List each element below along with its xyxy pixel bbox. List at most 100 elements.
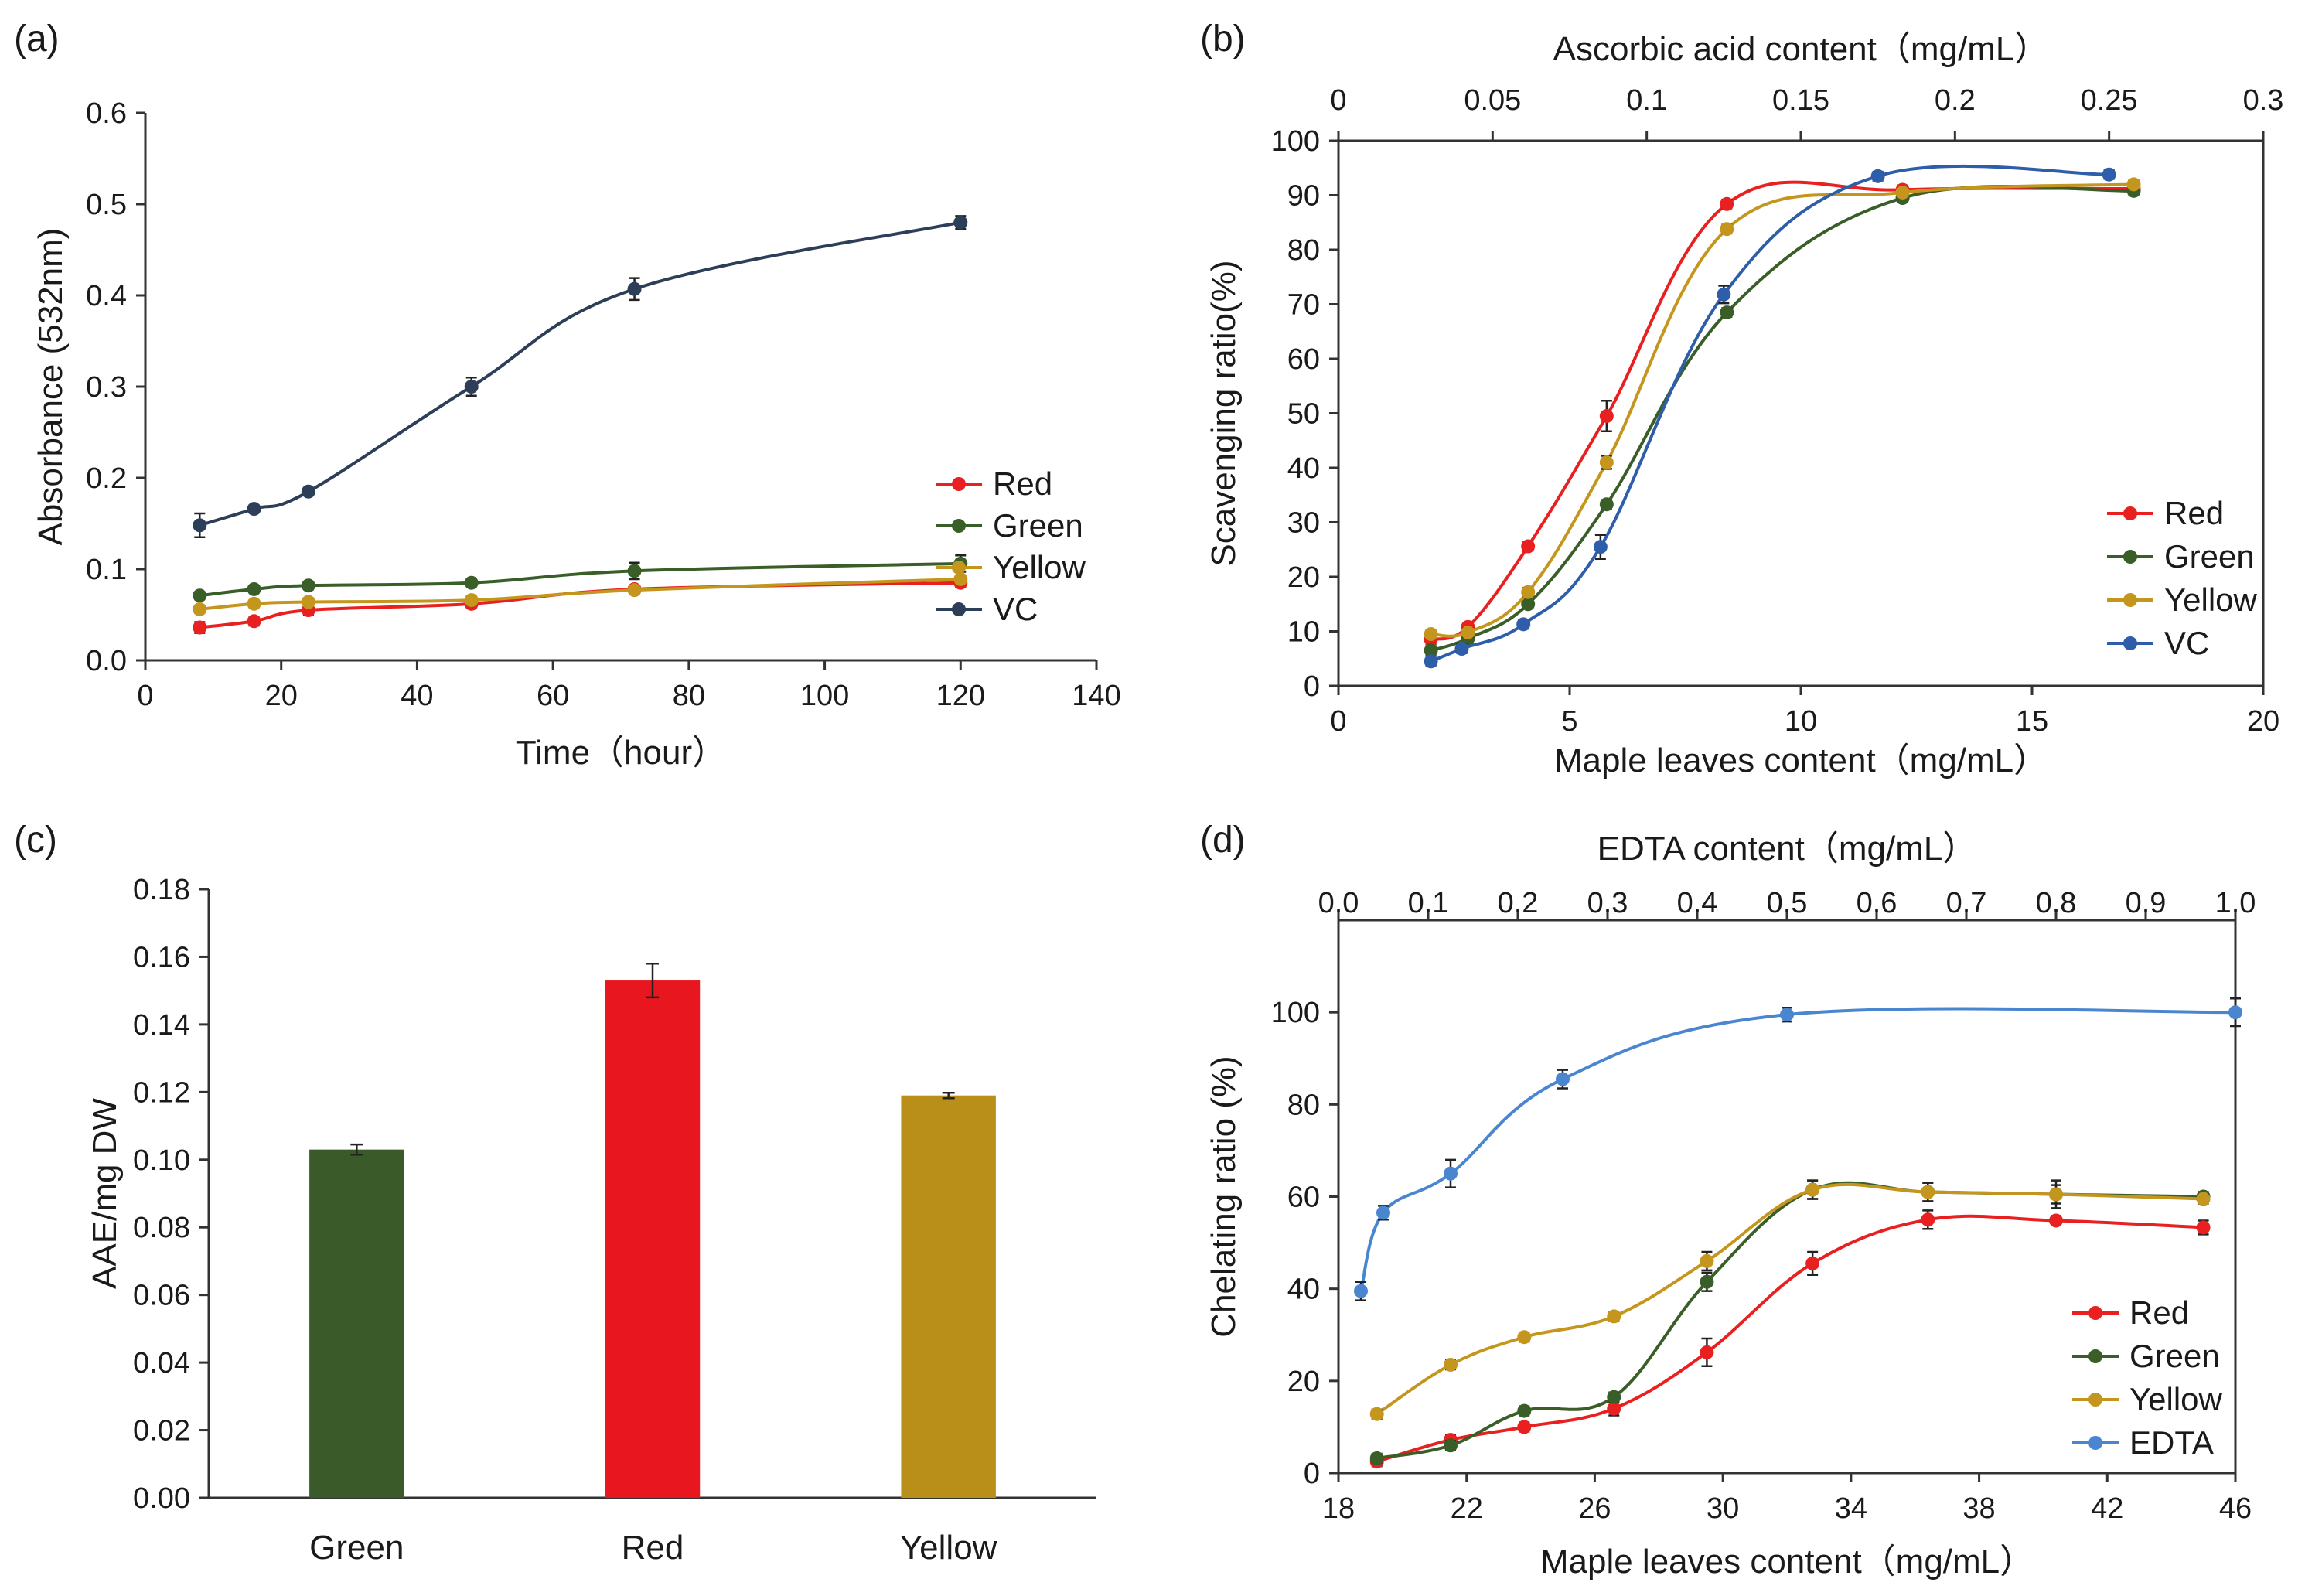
panel-d-series-yellow-point [1517, 1330, 1532, 1345]
panel-d-x-tick-label: 34 [1835, 1492, 1867, 1525]
panel-b-x-tick-label: 0 [1330, 705, 1346, 738]
panel-d-label: (d) [1200, 820, 1246, 861]
panel-b-series-green-point [1599, 497, 1614, 512]
panel-d-series-red-point [2049, 1213, 2063, 1228]
panel-d-x2-tick-label: 0.9 [2126, 887, 2167, 919]
panel-c-y-tick-label: 0.00 [133, 1482, 190, 1515]
panel-a-y-axis-title: Absorbance (532nm) [32, 228, 70, 546]
panel-c-bar-yellow [901, 1095, 996, 1498]
panel-b-series-red-point [1720, 196, 1734, 211]
panel-d-legend-label: Yellow [2129, 1381, 2223, 1417]
panel-a-series-vc-line [199, 220, 961, 527]
panel-d-x-tick-label: 18 [1322, 1492, 1355, 1525]
panel-d-x-tick-label: 30 [1707, 1492, 1739, 1525]
panel-b-y-tick-label: 90 [1287, 180, 1320, 213]
panel-c-y-tick-label: 0.06 [133, 1280, 190, 1312]
panel-b-plot-frame [1337, 139, 2265, 687]
panel-a-y-tick-label: 0.1 [86, 554, 127, 586]
panel-a-label: (a) [14, 19, 60, 60]
panel-c-y-tick-label: 0.04 [133, 1347, 190, 1379]
panel-a-series-vc-point [627, 281, 642, 296]
panel-a-legend-label: VC [993, 591, 1038, 627]
panel-b-x2-tick-label: 0.25 [2081, 84, 2138, 117]
panel-a-legend-label: Yellow [993, 549, 1086, 585]
panel-b-series-vc-point [1593, 540, 1608, 554]
panel-b-y-tick-label: 50 [1287, 398, 1320, 431]
panel-b-series-yellow-point [1461, 625, 1475, 639]
panel-b-series-yellow-point [1895, 185, 1910, 200]
panel-b-x-axis-title: Maple leaves content（mg/mL） [1554, 742, 2048, 779]
panel-d-x2-tick-label: 0.7 [1946, 887, 1987, 919]
panel-a-legend-marker [952, 602, 966, 616]
panel-b-series-vc-point [2102, 167, 2116, 182]
panel-d-series-yellow-point [2196, 1192, 2211, 1206]
panel-d-series-yellow-point [1369, 1407, 1384, 1421]
panel-b-series-yellow-point [1521, 585, 1536, 599]
panel-a-series-green-point [301, 578, 315, 593]
panel-b-series-red-line [1430, 180, 2134, 642]
panel-d-x2-tick-label: 0.2 [1498, 887, 1539, 919]
panel-d-series-yellow-point [1805, 1182, 1820, 1197]
panel-b-x-tick-label: 15 [2016, 705, 2048, 738]
panel-b-series-yellow-line [1430, 182, 2134, 638]
panel-d-series-edta-point [1376, 1206, 1390, 1220]
panel-d-x2-tick-label: 0.3 [1587, 887, 1628, 919]
panel-d-legend-marker [2088, 1393, 2102, 1407]
panel-d-series-edta-point [2228, 1005, 2242, 1020]
panel-b-legend-label: Red [2164, 495, 2224, 531]
panel-a-series-red-point [247, 614, 261, 629]
panel-b-y-tick-label: 30 [1287, 507, 1320, 540]
panel-a-series-vc-point [953, 215, 968, 230]
panel-a-y-tick-label: 0.3 [86, 371, 127, 404]
panel-b-y-tick-label: 100 [1271, 125, 1320, 158]
panel-d-x2-tick-label: 0.4 [1677, 887, 1718, 919]
panel-a-series-yellow-point [953, 571, 968, 586]
panel-b-x2-tick-label: 0.05 [1464, 84, 1521, 117]
panel-d-series-green-point [1517, 1403, 1532, 1418]
panel-d-legend-marker [2088, 1436, 2102, 1450]
panel-d-series-red-point [1805, 1256, 1820, 1270]
panel-a-series-green-point [627, 564, 642, 578]
panel-d-series-red-point [2196, 1220, 2211, 1235]
panel-a-series-vc-point [301, 484, 315, 499]
panel-b-legend-marker [2123, 636, 2137, 650]
panel-c-y-tick-label: 0.18 [133, 874, 190, 906]
panel-a-series-yellow-point [301, 595, 315, 609]
panel-c-y-tick-label: 0.12 [133, 1076, 190, 1109]
panel-d-series-red-point [1700, 1345, 1714, 1359]
panel-a-x-tick-label: 140 [1072, 680, 1120, 712]
panel-a-x-tick-label: 60 [537, 680, 569, 712]
panel-c-error-bar [942, 1091, 955, 1100]
panel-d-y-tick-label: 80 [1287, 1089, 1320, 1121]
panel-a-series-green-point [247, 581, 261, 596]
panel-a-legend-marker [952, 561, 966, 575]
panel-a-x-tick-label: 120 [936, 680, 985, 712]
panel-d-series-yellow-line [1376, 1182, 2204, 1416]
panel-b-y-tick-label: 60 [1287, 343, 1320, 376]
panel-a-x-tick-label: 100 [800, 680, 849, 712]
panel-d-series-yellow-point [2049, 1187, 2063, 1202]
panel-a-series-green-point [464, 575, 479, 590]
panel-d-legend-label: EDTA [2129, 1424, 2214, 1461]
panel-a-x-tick-label: 40 [401, 680, 433, 712]
panel-a-y-tick-label: 0.0 [86, 645, 127, 677]
panel-d-y-tick-label: 100 [1271, 997, 1320, 1029]
panel-c-y-tick-label: 0.02 [133, 1415, 190, 1448]
panel-b-legend-marker [2123, 550, 2137, 564]
panel-a-series-green-point [193, 588, 207, 603]
panel-b-series-vc-point [1424, 654, 1438, 669]
panel-d-x-tick-label: 22 [1451, 1492, 1483, 1525]
panel-b-x2-tick-label: 0.2 [1935, 84, 1976, 117]
panel-a-y-tick-label: 0.5 [86, 189, 127, 221]
panel-b-x2-tick-label: 0.1 [1626, 84, 1667, 117]
panel-c-category-label: Green [309, 1529, 404, 1567]
panel-b-series-vc-point [1516, 617, 1531, 632]
panel-a-y-tick-label: 0.2 [86, 462, 127, 495]
panel-b-legend-label: VC [2164, 625, 2209, 661]
panel-c-y-tick-label: 0.14 [133, 1009, 190, 1042]
panel-a-x-axis-title: Time（hour） [516, 734, 726, 772]
panel-b-label: (b) [1200, 19, 1246, 60]
panel-c-y-axis-title: AAE/mg DW [86, 1098, 124, 1289]
panel-b-legend-marker [2123, 506, 2137, 520]
panel-d-x2-tick-label: 0.5 [1767, 887, 1808, 919]
